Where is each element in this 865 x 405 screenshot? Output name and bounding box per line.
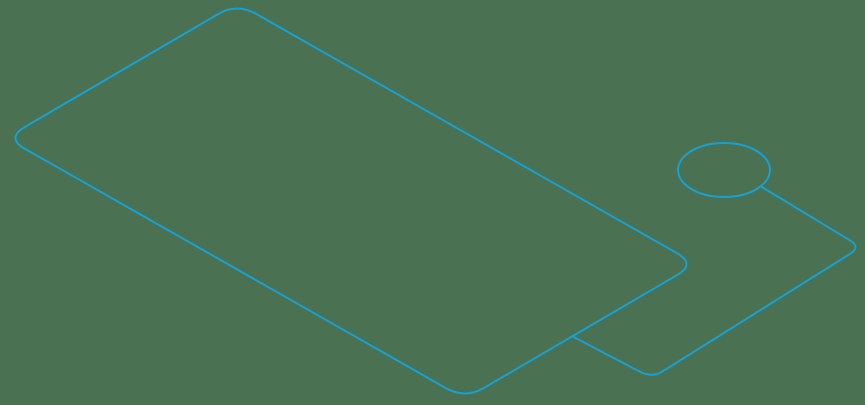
tag-outline-shape <box>565 180 857 376</box>
card-outline-shape <box>14 7 688 395</box>
circle-outline-shape <box>677 142 771 198</box>
